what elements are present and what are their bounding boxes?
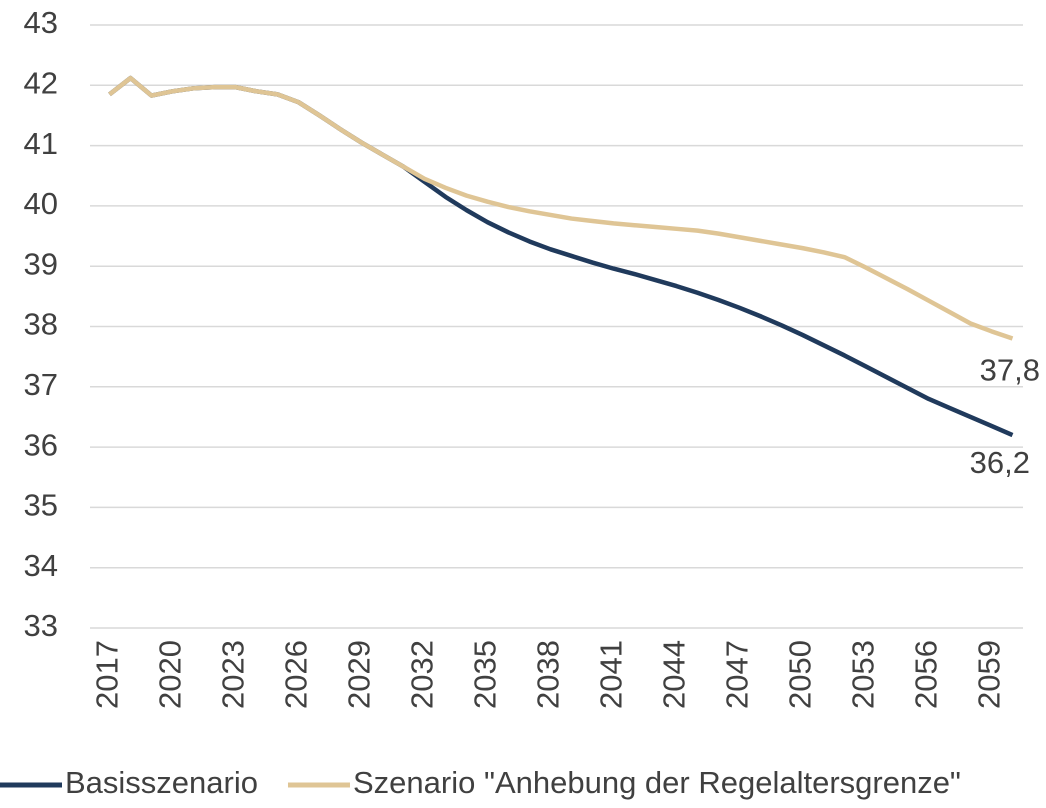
x-tick-label: 2017 [90, 640, 125, 709]
x-tick-label: 2056 [909, 640, 944, 709]
y-tick-label: 37 [24, 367, 58, 402]
x-tick-label: 2023 [216, 640, 251, 709]
legend-label: Szenario "Anhebung der Regelaltersgrenze… [353, 765, 961, 800]
x-tick-label: 2035 [468, 640, 503, 709]
series-line [108, 75, 1014, 341]
y-tick-label: 36 [24, 427, 58, 462]
x-tick-label: 2026 [279, 640, 314, 709]
y-tick-label: 39 [24, 246, 58, 281]
x-tick-label: 2044 [657, 640, 692, 709]
y-tick-label: 42 [24, 65, 58, 100]
y-tick-label: 41 [24, 126, 58, 161]
series-line [108, 75, 1014, 438]
legend-label: Basisszenario [65, 765, 258, 800]
y-tick-label: 38 [24, 307, 58, 342]
data-label: 36,2 [970, 445, 1030, 480]
x-tick-label: 2041 [594, 640, 629, 709]
y-tick-label: 34 [24, 548, 58, 583]
x-tick-label: 2059 [972, 640, 1007, 709]
x-tick-label: 2050 [783, 640, 818, 709]
x-tick-label: 2032 [405, 640, 440, 709]
data-label: 37,8 [980, 353, 1040, 388]
y-tick-label: 33 [24, 608, 58, 643]
x-tick-label: 2038 [531, 640, 566, 709]
x-tick-label: 2020 [153, 640, 188, 709]
x-tick-label: 2053 [846, 640, 881, 709]
y-tick-label: 35 [24, 488, 58, 523]
y-tick-label: 40 [24, 186, 58, 221]
x-tick-label: 2047 [720, 640, 755, 709]
y-tick-label: 43 [24, 5, 58, 40]
x-tick-label: 2029 [342, 640, 377, 709]
